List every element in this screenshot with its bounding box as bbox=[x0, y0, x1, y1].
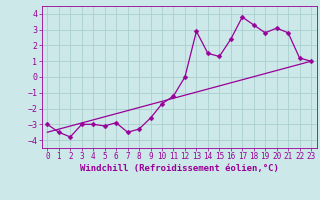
X-axis label: Windchill (Refroidissement éolien,°C): Windchill (Refroidissement éolien,°C) bbox=[80, 164, 279, 173]
